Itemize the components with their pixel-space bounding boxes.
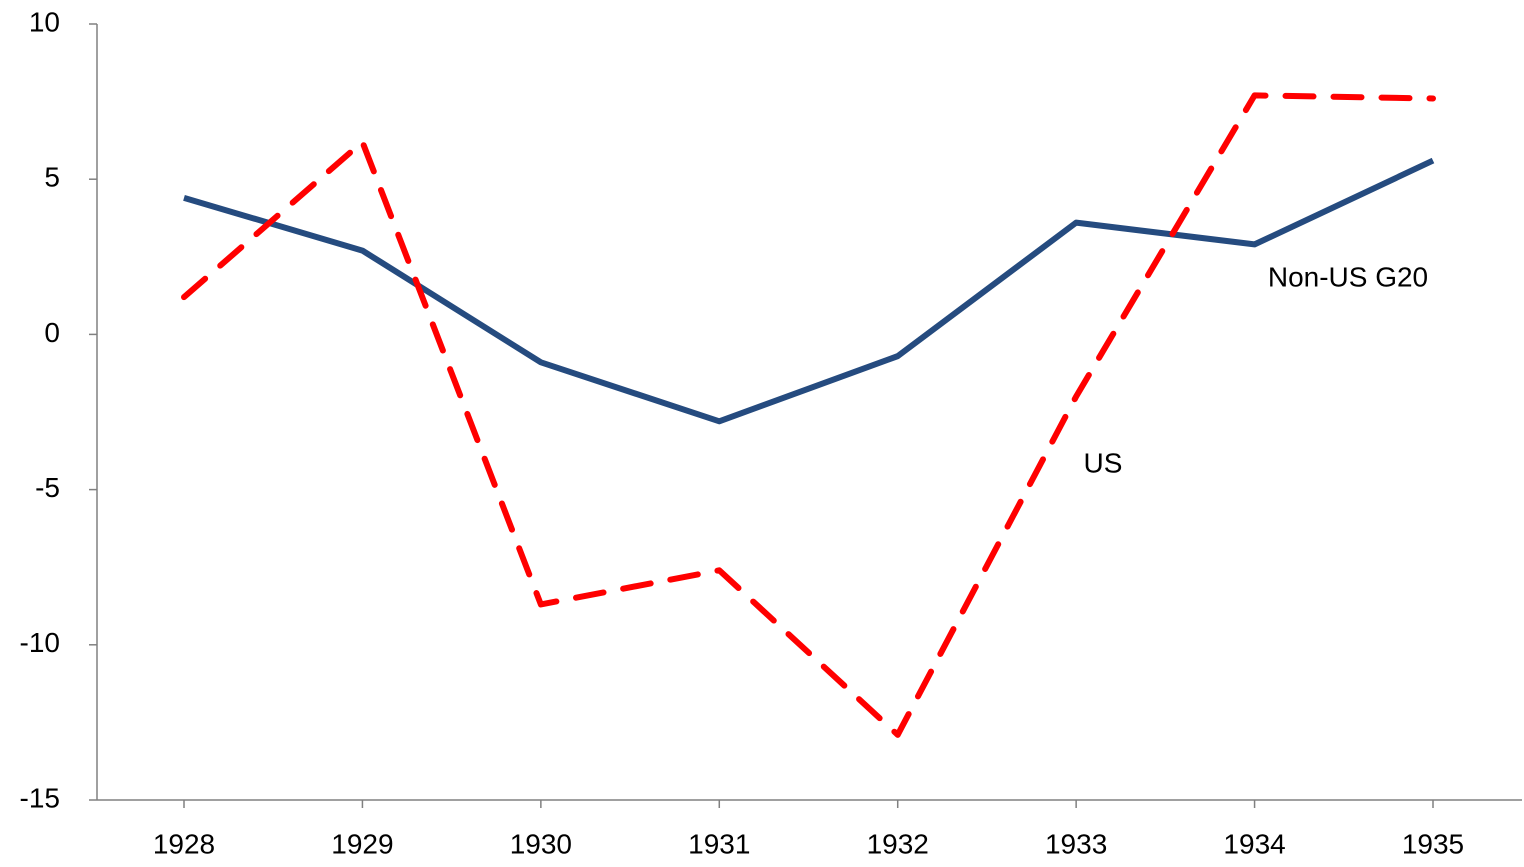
x-tick-label: 1930 — [510, 828, 572, 859]
x-tick-label: 1934 — [1223, 828, 1285, 859]
y-tick-label: -10 — [20, 627, 60, 658]
y-tick-label: 10 — [29, 6, 60, 37]
x-tick-label: 1929 — [331, 828, 393, 859]
x-tick-label: 1931 — [688, 828, 750, 859]
series-label: US — [1084, 447, 1123, 478]
y-tick-label: 0 — [44, 317, 60, 348]
x-tick-label: 1932 — [867, 828, 929, 859]
x-tick-label: 1928 — [153, 828, 215, 859]
y-tick-label: 5 — [44, 162, 60, 193]
series-label: Non-US G20 — [1268, 261, 1428, 292]
x-tick-label: 1933 — [1045, 828, 1107, 859]
x-tick-label: 1935 — [1402, 828, 1464, 859]
y-tick-label: -5 — [35, 472, 60, 503]
series-line — [181, 92, 1436, 738]
series-line — [183, 157, 1435, 425]
y-tick-label: -15 — [20, 782, 60, 813]
